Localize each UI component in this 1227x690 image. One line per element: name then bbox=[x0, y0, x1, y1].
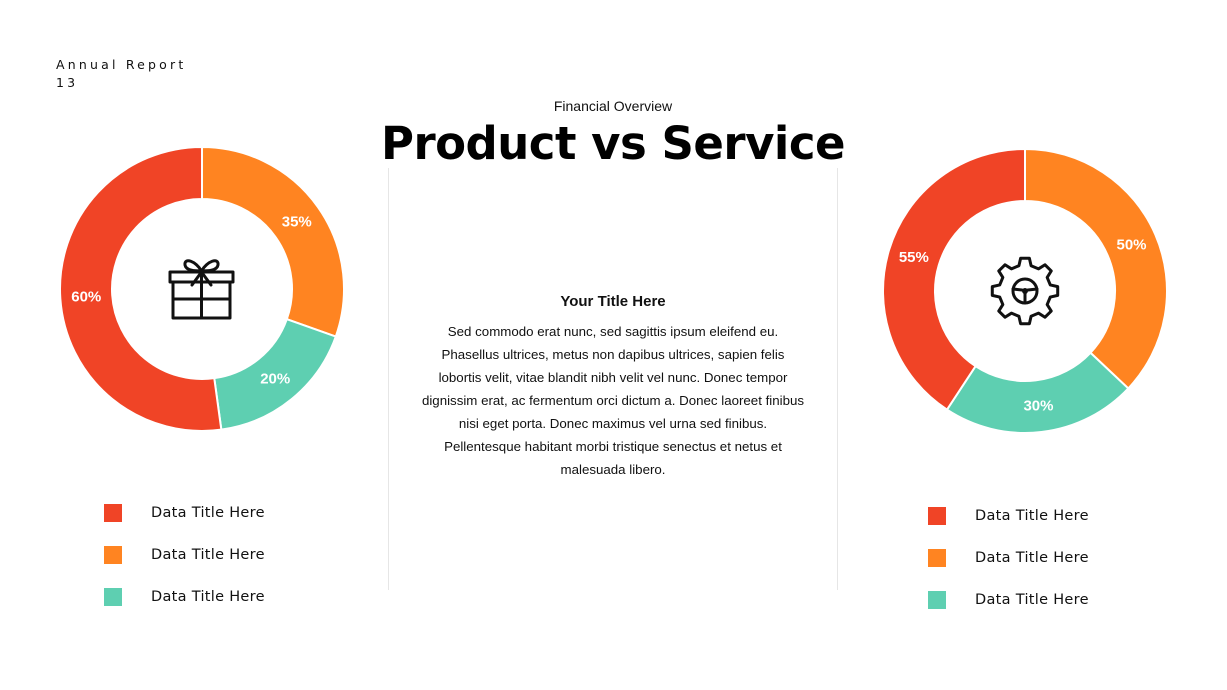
report-header: Annual Report 13 bbox=[56, 56, 186, 92]
legend-swatch bbox=[104, 588, 122, 606]
slice-data-label: 35% bbox=[282, 214, 312, 231]
legend-item: Data Title Here bbox=[928, 495, 1089, 537]
legend-label: Data Title Here bbox=[975, 508, 1089, 524]
legend-item: Data Title Here bbox=[104, 534, 265, 576]
gear-icon bbox=[990, 256, 1060, 326]
product-donut-svg: 35% 20% 60% bbox=[59, 145, 345, 432]
legend-swatch bbox=[928, 549, 946, 567]
service-donut-svg: 50% 30% 55% bbox=[882, 147, 1168, 434]
legend-label: Data Title Here bbox=[151, 589, 265, 605]
right-divider bbox=[837, 168, 838, 590]
legend-label: Data Title Here bbox=[151, 505, 265, 521]
left-divider bbox=[388, 168, 389, 590]
page-number: 13 bbox=[56, 75, 79, 90]
donut-slice bbox=[1024, 147, 1168, 390]
slice-data-label: 30% bbox=[1023, 398, 1053, 415]
legend-item: Data Title Here bbox=[928, 579, 1089, 621]
legend-swatch bbox=[104, 546, 122, 564]
slice-data-label: 60% bbox=[71, 288, 101, 305]
service-legend: Data Title Here Data Title Here Data Title… bbox=[928, 495, 1089, 621]
service-donut-chart: 50% 30% 55% bbox=[882, 147, 1168, 434]
legend-swatch bbox=[104, 504, 122, 522]
donut-slice bbox=[59, 145, 223, 432]
legend-item: Data Title Here bbox=[104, 492, 265, 534]
slice-data-label: 55% bbox=[899, 249, 929, 266]
legend-label: Data Title Here bbox=[975, 550, 1089, 566]
product-donut-chart: 35% 20% 60% bbox=[59, 145, 345, 432]
donut-slice bbox=[201, 145, 345, 338]
description-block: Your Title Here Sed commodo erat nunc, s… bbox=[420, 293, 806, 481]
legend-item: Data Title Here bbox=[928, 537, 1089, 579]
slice-data-label: 50% bbox=[1116, 237, 1146, 254]
slide-title: Product vs Service bbox=[380, 117, 846, 170]
slide-subtitle: Financial Overview bbox=[553, 98, 673, 114]
legend-swatch bbox=[928, 507, 946, 525]
legend-item: Data Title Here bbox=[104, 576, 265, 618]
donut-slice bbox=[882, 147, 1026, 412]
description-title: Your Title Here bbox=[560, 293, 666, 310]
legend-swatch bbox=[928, 591, 946, 609]
report-label: Annual Report bbox=[56, 57, 187, 72]
gift-icon bbox=[168, 259, 235, 320]
legend-label: Data Title Here bbox=[151, 547, 265, 563]
legend-label: Data Title Here bbox=[975, 592, 1089, 608]
slice-data-label: 20% bbox=[260, 370, 290, 387]
gear-outline bbox=[990, 256, 1060, 326]
description-text: Sed commodo erat nunc, sed sagittis ipsu… bbox=[421, 324, 805, 477]
product-legend: Data Title Here Data Title Here Data Title… bbox=[104, 492, 265, 618]
